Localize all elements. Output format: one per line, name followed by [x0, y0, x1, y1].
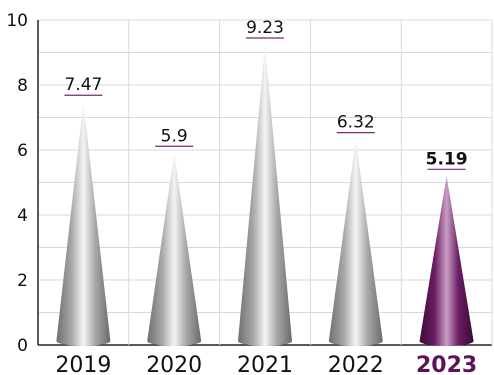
y-tick-label: 4 [17, 206, 28, 226]
x-tick-label-2022: 2022 [328, 353, 384, 375]
y-tick-label: 2 [17, 271, 28, 291]
bar-2022 [328, 139, 383, 347]
y-tick-label: 8 [17, 76, 28, 96]
x-tick-label-2023: 2023 [416, 353, 477, 375]
data-label-2020: 5.9 [161, 126, 188, 146]
bar-2021 [238, 45, 292, 347]
y-tick-label: 0 [17, 336, 28, 356]
x-tick-label-2019: 2019 [55, 353, 111, 375]
bar-2019 [56, 102, 111, 347]
data-label-2021: 9.23 [246, 18, 284, 38]
y-tick-label: 6 [17, 141, 28, 161]
x-tick-label-2021: 2021 [237, 353, 293, 375]
bar-2020 [147, 153, 202, 347]
data-label-2019: 7.47 [64, 75, 102, 95]
x-tick-label-2020: 2020 [146, 353, 202, 375]
x-axis: 2019 2020 2021 2022 2023 [55, 353, 477, 375]
bar-2023 [419, 176, 474, 347]
data-label-2022: 6.32 [337, 113, 375, 133]
data-label-2023: 5.19 [426, 149, 468, 169]
y-axis: 0 2 4 6 8 10 [6, 11, 28, 356]
y-tick-label: 10 [6, 11, 28, 31]
bars: 7.47 5.9 9.23 6.32 5.19 [56, 18, 474, 347]
